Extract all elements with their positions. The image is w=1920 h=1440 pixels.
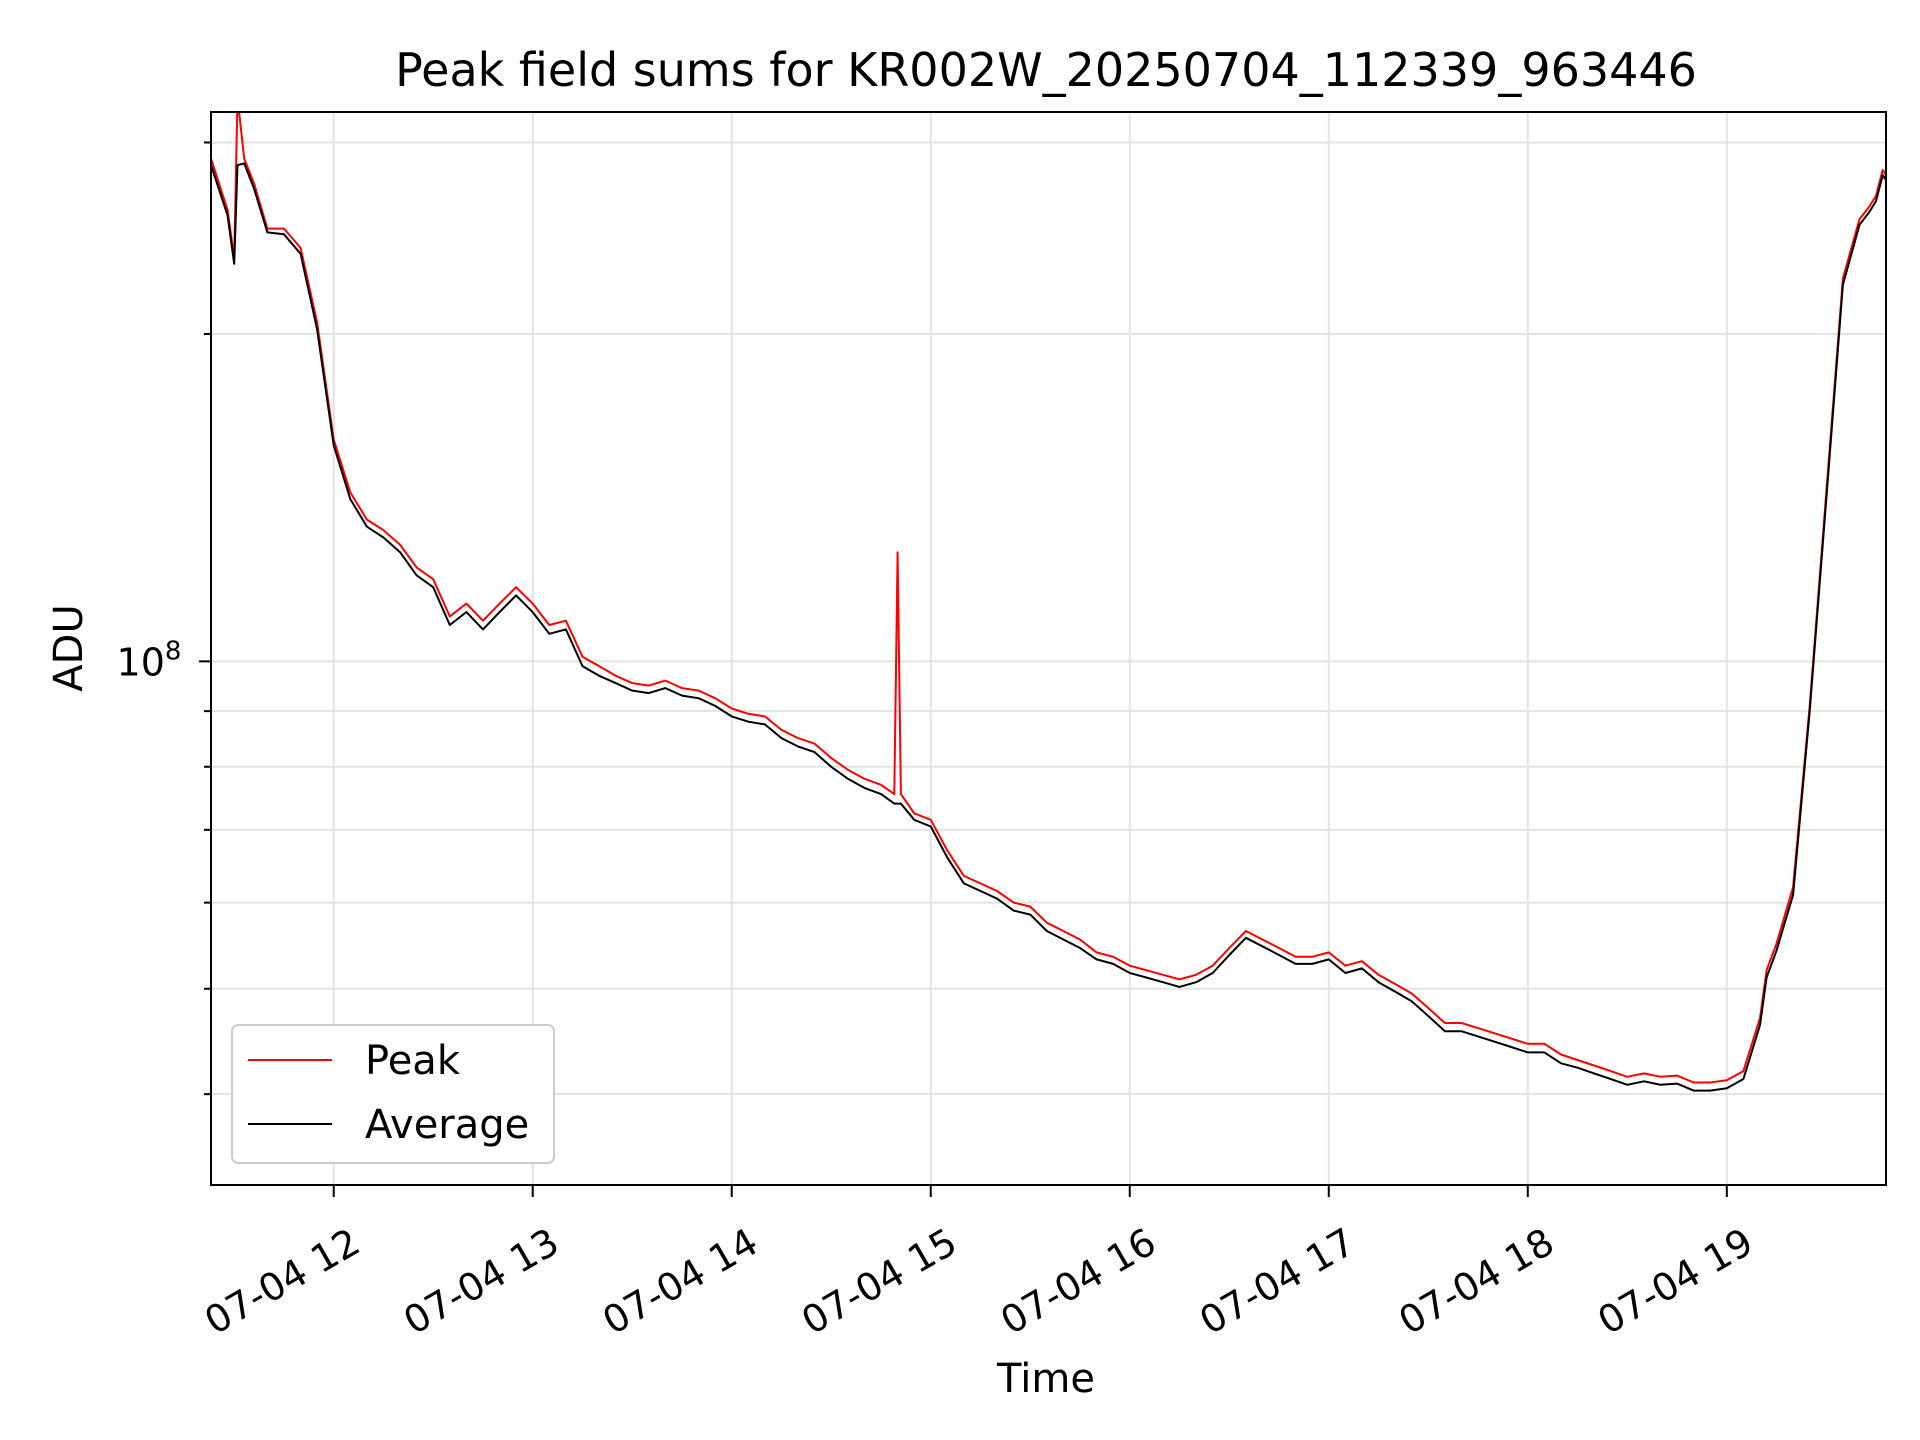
series-line-peak <box>211 112 1886 1084</box>
legend: Peak Average <box>231 1024 555 1164</box>
y-tick-label-exponent: 8 <box>165 636 182 666</box>
x-axis-label: Time <box>996 1356 1095 1402</box>
x-tick-label: 07-04 17 <box>1192 1220 1362 1344</box>
legend-label-peak: Peak <box>365 1038 461 1084</box>
y-axis-label: ADU <box>46 604 92 691</box>
series-line-average <box>211 162 1886 1092</box>
x-tick-label: 07-04 13 <box>396 1220 566 1344</box>
grid <box>211 112 1886 1185</box>
x-tick-label: 07-04 15 <box>794 1220 964 1344</box>
y-tick-label-base: 10 <box>117 640 165 684</box>
series-group <box>211 112 1886 1092</box>
legend-label-average: Average <box>365 1102 529 1148</box>
x-axis-ticks: 07-04 12 07-04 13 07-04 14 07-04 15 07-04 16… <box>197 1185 1760 1343</box>
plot-frame <box>210 111 1887 1186</box>
x-tick-label: 07-04 14 <box>595 1220 765 1344</box>
x-tick-label: 07-04 16 <box>993 1220 1163 1344</box>
x-tick-label: 07-04 18 <box>1391 1220 1561 1344</box>
x-tick-label: 07-04 12 <box>197 1220 367 1344</box>
y-axis-ticks: 108 <box>117 141 211 1096</box>
y-tick-label: 108 <box>117 636 182 684</box>
chart-title: Peak field sums for KR002W_20250704_1123… <box>395 43 1697 97</box>
x-tick-label: 07-04 19 <box>1590 1220 1760 1344</box>
